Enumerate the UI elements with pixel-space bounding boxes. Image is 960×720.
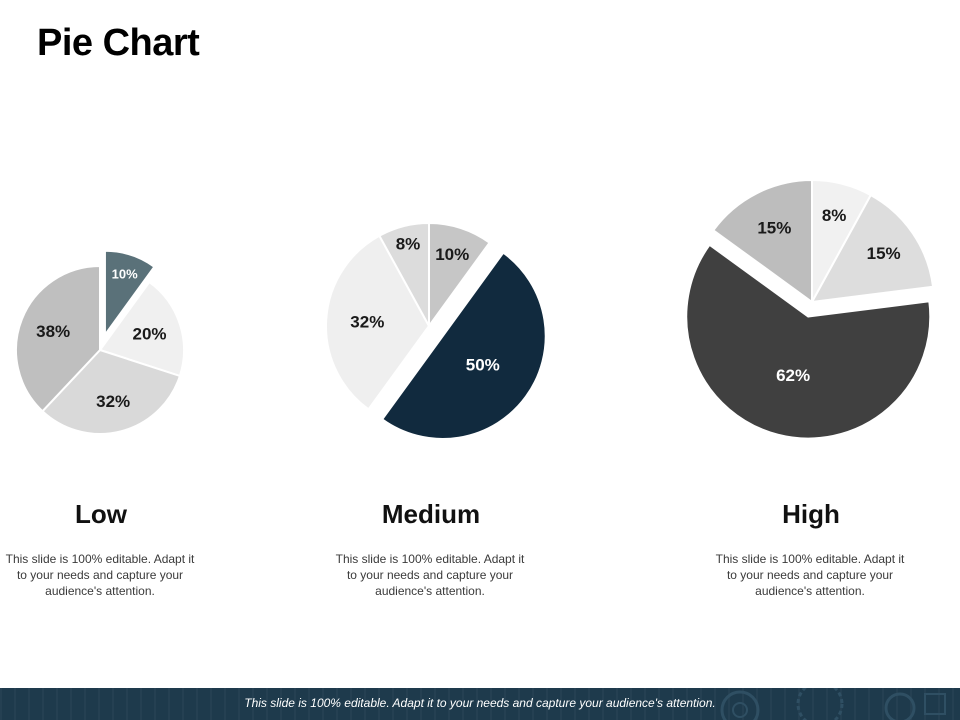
medium-slice-label-1: 10% (435, 245, 469, 264)
footer-text: This slide is 100% editable. Adapt it to… (244, 696, 716, 710)
low-slice-label-4: 38% (36, 322, 70, 341)
low-pie: 10% 20% 32% 38% (15, 249, 185, 435)
high-pie: 8% 15% 62% 15% (685, 178, 935, 440)
low-slice-1 (103, 249, 156, 338)
low-slice-4 (15, 264, 101, 413)
medium-slice-3 (325, 234, 431, 411)
gear-pattern-icon (720, 688, 946, 720)
low-slice-label-2: 20% (133, 324, 167, 343)
high-slice-2 (810, 193, 935, 304)
high-slice-label-1: 8% (822, 206, 847, 225)
high-title: High (782, 499, 840, 529)
high-slice-4 (711, 178, 813, 304)
medium-pie: 10% 50% 32% 8% (325, 221, 547, 440)
low-slice-3 (41, 348, 182, 435)
medium-slice-label-3: 32% (350, 313, 384, 332)
medium-slice-label-4: 8% (396, 235, 421, 254)
high-slice-label-3: 62% (776, 366, 810, 385)
low-title: Low (75, 499, 127, 529)
low-description: This slide is 100% editable. Adapt it to… (5, 552, 195, 598)
page-title: Pie Chart (37, 22, 200, 64)
medium-description: This slide is 100% editable. Adapt it to… (335, 552, 525, 598)
medium-slice-4 (378, 221, 430, 327)
medium-slice-2 (380, 251, 547, 440)
medium-title: Medium (381, 499, 481, 529)
high-slice-3 (685, 243, 932, 440)
low-slice-label-1: 10% (112, 267, 138, 282)
footer-bar: This slide is 100% editable. Adapt it to… (0, 688, 960, 720)
high-slice-label-2: 15% (867, 244, 901, 263)
medium-slice-label-2: 50% (466, 356, 500, 375)
high-slice-label-4: 15% (757, 219, 791, 238)
low-slice-2 (98, 280, 185, 378)
low-slice-label-3: 32% (96, 392, 130, 411)
high-description: This slide is 100% editable. Adapt it to… (715, 552, 905, 598)
